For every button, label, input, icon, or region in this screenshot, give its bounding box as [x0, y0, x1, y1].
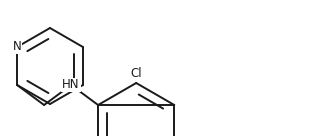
Text: HN: HN	[62, 78, 80, 92]
Text: N: N	[13, 41, 22, 53]
Text: Cl: Cl	[130, 67, 142, 80]
